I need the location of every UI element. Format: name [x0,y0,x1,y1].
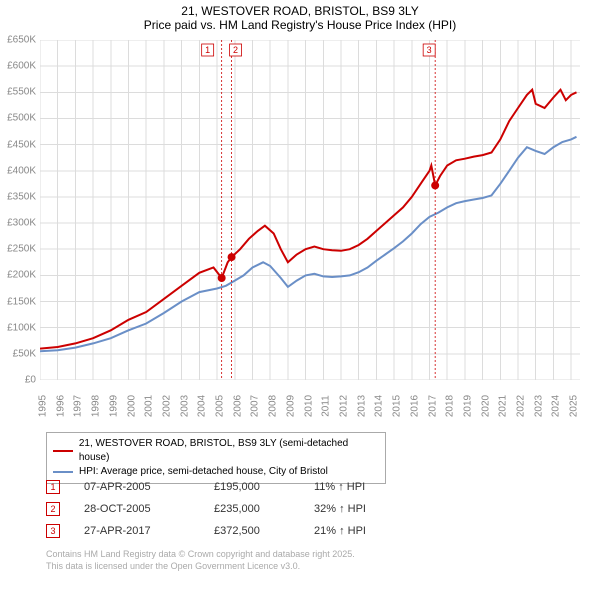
marker-date: 07-APR-2005 [84,481,214,493]
legend-label: 21, WESTOVER ROAD, BRISTOL, BS9 3LY (sem… [79,437,379,465]
svg-text:2: 2 [233,45,238,55]
footer-line1: Contains HM Land Registry data © Crown c… [46,548,355,560]
y-tick-label: £250K [7,244,36,255]
y-tick-label: £500K [7,113,36,124]
x-tick-label: 2022 [516,395,527,417]
y-tick-label: £550K [7,87,36,98]
y-tick-label: £450K [7,139,36,150]
x-tick-label: 2013 [356,395,367,417]
x-tick-label: 2017 [427,395,438,417]
title-line2: Price paid vs. HM Land Registry's House … [0,18,600,32]
x-tick-label: 2005 [215,395,226,417]
x-tick-label: 1999 [108,395,119,417]
legend-swatch [53,450,73,452]
marker-date: 27-APR-2017 [84,525,214,537]
footer-attribution: Contains HM Land Registry data © Crown c… [46,548,355,572]
x-tick-label: 1995 [38,395,49,417]
x-axis-labels: 1995 1996 1997 1998 1999 2000 2001 2002 2003 2004… [40,382,580,432]
marker-date: 28-OCT-2005 [84,503,214,515]
x-tick-label: 2020 [480,395,491,417]
marker-delta: 21% ↑ HPI [314,525,414,537]
x-tick-label: 2023 [533,395,544,417]
x-tick-label: 2011 [321,395,332,417]
markers-table: 1 07-APR-2005£195,00011% ↑ HPI 2 28-OCT-200… [46,476,414,542]
x-tick-label: 1998 [91,395,102,417]
x-tick-label: 2014 [374,395,385,417]
marker-id-box: 3 [46,524,60,538]
x-tick-label: 2007 [250,395,261,417]
x-tick-label: 2021 [498,395,509,417]
title-line1: 21, WESTOVER ROAD, BRISTOL, BS9 3LY [0,4,600,18]
marker-price: £235,000 [214,503,314,515]
y-axis-labels: £0£50K£100K£150K£200K£250K£300K£350K£400… [0,40,38,380]
x-tick-label: 2012 [338,395,349,417]
svg-text:3: 3 [427,45,432,55]
y-tick-label: £200K [7,270,36,281]
x-tick-label: 2001 [144,395,155,417]
x-tick-label: 2024 [551,395,562,417]
x-tick-label: 2018 [445,395,456,417]
marker-row: 2 28-OCT-2005£235,00032% ↑ HPI [46,498,414,520]
footer-line2: This data is licensed under the Open Gov… [46,560,355,572]
x-tick-label: 2009 [285,395,296,417]
legend-item: 21, WESTOVER ROAD, BRISTOL, BS9 3LY (sem… [53,437,379,465]
marker-row: 1 07-APR-2005£195,00011% ↑ HPI [46,476,414,498]
x-tick-label: 2008 [268,395,279,417]
x-tick-label: 2019 [462,395,473,417]
x-tick-label: 2015 [392,395,403,417]
x-tick-label: 2003 [179,395,190,417]
y-tick-label: £650K [7,35,36,46]
chart-svg: 1 2 3 [40,40,580,380]
y-tick-label: £600K [7,61,36,72]
y-tick-label: £300K [7,218,36,229]
svg-text:1: 1 [205,45,210,55]
marker-id-box: 1 [46,480,60,494]
x-tick-label: 2002 [161,395,172,417]
y-tick-label: £150K [7,296,36,307]
marker-price: £372,500 [214,525,314,537]
marker-delta: 32% ↑ HPI [314,503,414,515]
x-tick-label: 2004 [197,395,208,417]
y-tick-label: £400K [7,165,36,176]
marker-delta: 11% ↑ HPI [314,481,414,493]
chart-plot-area: 1 2 3 [40,40,580,380]
y-tick-label: £100K [7,322,36,333]
marker-id-box: 2 [46,502,60,516]
y-tick-label: £0 [25,375,36,386]
x-tick-label: 2025 [569,395,580,417]
x-tick-label: 2006 [232,395,243,417]
marker-row: 3 27-APR-2017£372,50021% ↑ HPI [46,520,414,542]
legend-swatch [53,471,73,473]
x-tick-label: 2010 [303,395,314,417]
x-tick-label: 2016 [409,395,420,417]
y-tick-label: £350K [7,191,36,202]
chart-titles: 21, WESTOVER ROAD, BRISTOL, BS9 3LY Pric… [0,0,600,32]
marker-price: £195,000 [214,481,314,493]
x-tick-label: 2000 [126,395,137,417]
x-tick-label: 1997 [73,395,84,417]
x-tick-label: 1996 [55,395,66,417]
y-tick-label: £50K [13,348,36,359]
